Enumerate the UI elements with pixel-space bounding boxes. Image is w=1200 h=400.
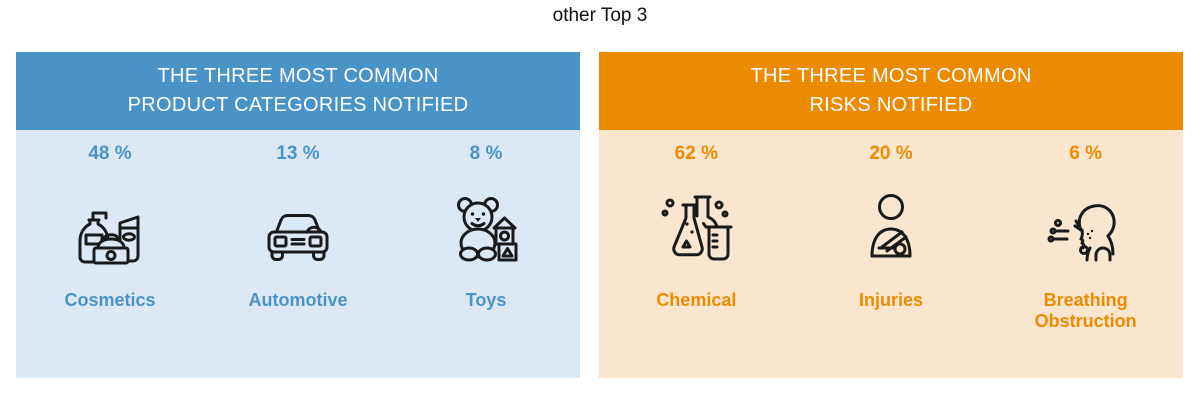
header-line-2: RISKS NOTIFIED <box>809 94 973 116</box>
panel-product-categories-header: THE THREE MOST COMMON PRODUCT CATEGORIES… <box>16 52 580 130</box>
stat-item-cosmetics: 48 % <box>16 130 204 378</box>
panels-row: THE THREE MOST COMMON PRODUCT CATEGORIES… <box>16 52 1183 378</box>
percent-value: 62 % <box>674 143 718 164</box>
header-line-2: PRODUCT CATEGORIES NOTIFIED <box>127 94 469 116</box>
cosmetics-icon <box>70 186 150 274</box>
stat-item-automotive: 13 % <box>204 130 392 378</box>
stat-label: Cosmetics <box>64 290 156 310</box>
stat-item-toys: 8 % <box>392 130 580 378</box>
panel-risks-body: 62 % <box>599 130 1183 378</box>
percent-value: 8 % <box>469 143 503 164</box>
header-line-1: THE THREE MOST COMMON <box>750 65 1032 87</box>
stat-label: Toys <box>465 290 507 310</box>
percent-value: 20 % <box>869 143 913 164</box>
panel-product-categories-body: 48 % <box>16 130 580 378</box>
teddy-bear-icon <box>446 186 526 274</box>
percent-value: 13 % <box>276 143 320 164</box>
coughing-person-icon <box>1046 186 1126 274</box>
stat-label: Breathing Obstruction <box>1034 290 1137 331</box>
stat-label: Chemical <box>656 290 737 310</box>
panel-product-categories: THE THREE MOST COMMON PRODUCT CATEGORIES… <box>16 52 580 378</box>
stat-item-injuries: 20 % Injur <box>794 130 989 378</box>
panel-risks: THE THREE MOST COMMON RISKS NOTIFIED 62 … <box>599 52 1183 378</box>
percent-value: 6 % <box>1069 143 1103 164</box>
header-line-1: THE THREE MOST COMMON <box>157 65 439 87</box>
stat-label: Injuries <box>858 290 924 310</box>
percent-value: 48 % <box>88 143 132 164</box>
arm-sling-icon <box>851 186 931 274</box>
page-title: other Top 3 <box>552 5 648 26</box>
stat-item-breathing-obstruction: 6 % <box>988 130 1183 378</box>
stat-item-chemical: 62 % <box>599 130 794 378</box>
stat-label: Automotive <box>248 290 348 310</box>
panel-risks-header: THE THREE MOST COMMON RISKS NOTIFIED <box>599 52 1183 130</box>
chemical-flask-icon <box>656 186 736 274</box>
car-icon <box>258 186 338 274</box>
